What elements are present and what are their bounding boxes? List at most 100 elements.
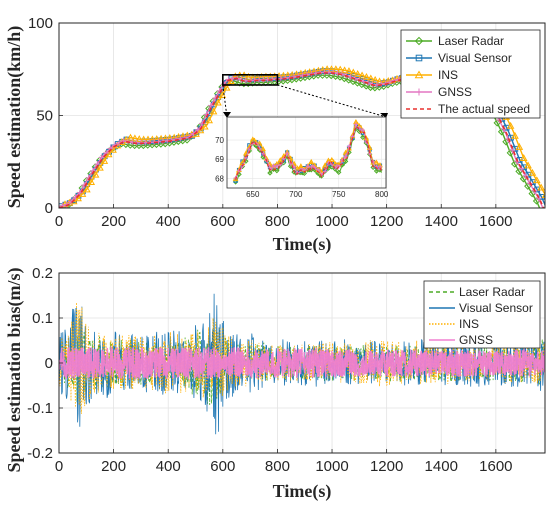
top-legend-label: INS <box>438 68 458 82</box>
top-x-tick-label: 400 <box>156 213 181 230</box>
top-series-marker <box>528 168 537 176</box>
bottom-series-line <box>59 345 545 380</box>
top-series-marker <box>100 156 109 164</box>
top-series-marker <box>512 145 519 152</box>
top-series-marker <box>96 163 104 171</box>
top-legend-marker <box>414 36 424 46</box>
top-series-marker <box>360 78 367 85</box>
top-series-marker <box>244 72 253 80</box>
top-series-marker <box>327 65 336 73</box>
bottom-x-tick-label: 1600 <box>479 458 512 475</box>
top-ticks: 0 200 400 600 800 1000 1200 1400 1600 0 50 100 <box>28 15 513 230</box>
top-series-marker <box>262 72 270 80</box>
bottom-y-tick-label: -0.1 <box>27 400 53 417</box>
top-series-marker <box>345 67 353 74</box>
top-x-tick-label: 600 <box>210 213 235 230</box>
top-x-tick-label: 200 <box>101 213 126 230</box>
inset-series-marker <box>309 165 314 170</box>
top-series-marker <box>391 77 398 84</box>
top-x-tick-label: 800 <box>265 213 290 230</box>
zoom-box <box>222 74 279 86</box>
inset-series-marker <box>256 147 263 153</box>
top-x-tick-label: 1200 <box>370 213 403 230</box>
bottom-x-tick-label: 1400 <box>425 458 458 475</box>
top-series-marker <box>74 194 82 202</box>
inset-series-marker <box>247 146 252 151</box>
inset-x-tick-label: 650 <box>246 190 260 199</box>
bottom-legend-label: Visual Sensor <box>459 301 533 315</box>
inset-series-marker <box>308 158 315 165</box>
inset-series-marker <box>336 169 342 176</box>
inset-series-marker <box>274 167 280 174</box>
bottom-x-tick-label: 1000 <box>315 458 348 475</box>
top-legend-marker <box>415 88 423 96</box>
inset-y-tick-label: 68 <box>215 174 224 183</box>
top-series-marker <box>194 126 201 133</box>
top-series-marker <box>135 135 144 143</box>
top-series-marker <box>532 176 541 184</box>
inset-series-marker <box>360 134 366 141</box>
top-legend-marker <box>415 54 423 62</box>
bottom-x-tick-label: 800 <box>265 458 290 475</box>
top-series-marker <box>214 98 222 106</box>
inset-series-marker <box>232 175 239 181</box>
top-legend-label: Visual Sensor <box>438 51 512 65</box>
top-series-marker <box>353 70 362 77</box>
top-legend-label: GNSS <box>438 85 472 99</box>
zoom-annotation <box>222 74 388 118</box>
bottom-y-tick-label: 0.1 <box>32 310 53 327</box>
inset-series-marker <box>301 170 308 177</box>
inset-series-marker <box>305 164 310 169</box>
top-series-marker <box>515 142 524 150</box>
inset-series-marker <box>353 122 358 127</box>
top-series-marker <box>290 73 297 80</box>
zoom-connector-left <box>222 84 228 118</box>
top-legend: Laser Radar Visual Sensor INS GNSS The actua… <box>400 29 541 119</box>
top-y-tick-label: 50 <box>36 108 53 125</box>
inset-series-marker <box>291 169 297 175</box>
inset-series-marker <box>271 163 276 168</box>
top-series-marker <box>82 185 91 193</box>
inset-series-marker <box>298 163 304 169</box>
inset-series-marker <box>237 168 242 173</box>
speed-estimation-chart: 0 200 400 600 800 1000 1200 1400 1600 0 50 100 650 7… <box>4 15 546 255</box>
bottom-y-tick-label: 0 <box>45 355 53 372</box>
top-x-axis-title: Time(s) <box>273 234 332 255</box>
top-y-tick-label: 0 <box>45 200 53 217</box>
inset-series-marker <box>256 140 263 146</box>
bottom-x-axis-title: Time(s) <box>273 481 332 502</box>
bottom-x-tick-label: 600 <box>210 458 235 475</box>
bottom-x-tick-label: 1200 <box>370 458 403 475</box>
inset-series-marker <box>332 160 339 167</box>
top-x-tick-label: 1400 <box>425 213 458 230</box>
top-x-tick-label: 1000 <box>315 213 348 230</box>
top-series-marker <box>120 137 127 144</box>
inset-x-tick-label: 700 <box>289 190 303 199</box>
inset-series-line <box>235 125 383 180</box>
top-legend-label: Laser Radar <box>438 34 504 48</box>
inset-series-marker <box>260 146 266 152</box>
top-series-marker <box>304 71 311 78</box>
top-series-marker <box>131 134 139 142</box>
top-series-marker <box>139 135 148 143</box>
inset-y-tick-label: 69 <box>215 155 224 164</box>
zoom-arrowhead-left <box>223 112 231 118</box>
top-series-marker <box>91 170 100 178</box>
inset-y-tick-label: 70 <box>215 136 224 145</box>
inset-series-group <box>232 119 383 185</box>
top-series-marker <box>537 183 545 191</box>
top-x-tick-label: 0 <box>55 213 63 230</box>
top-series-marker <box>511 131 519 139</box>
inset-series-marker <box>243 150 249 156</box>
top-series-marker <box>104 150 113 158</box>
top-series-marker <box>200 122 209 130</box>
top-series-marker <box>371 75 380 83</box>
top-series-marker <box>347 74 354 81</box>
top-series-marker <box>519 154 528 161</box>
top-series-marker <box>524 161 532 169</box>
top-series-marker <box>541 191 545 198</box>
inset-series-marker <box>360 128 365 133</box>
top-series-marker <box>525 171 532 178</box>
top-series-marker <box>508 134 514 141</box>
